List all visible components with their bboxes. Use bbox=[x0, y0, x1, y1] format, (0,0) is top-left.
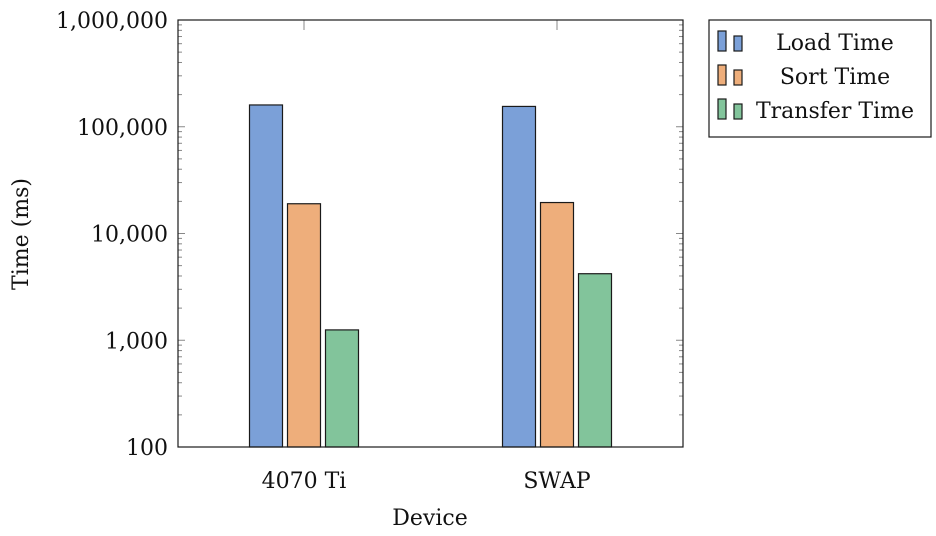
legend-swatch-bar bbox=[733, 35, 743, 52]
x-tick-label: 4070 Ti bbox=[262, 469, 347, 494]
bar-series-group bbox=[248, 104, 613, 448]
y-tick-label: 1,000 bbox=[105, 329, 168, 354]
axis-ticks bbox=[178, 20, 683, 448]
plot-frame bbox=[177, 19, 684, 448]
x-axis-tick-labels: 4070 Ti SWAP bbox=[262, 469, 591, 494]
bar-load-time-swap bbox=[501, 105, 537, 448]
bar-sort-time-4070-ti bbox=[286, 203, 322, 448]
legend-label: Load Time bbox=[776, 31, 894, 56]
y-tick-label: 100 bbox=[126, 436, 168, 461]
bar-transfer-time-swap bbox=[577, 273, 613, 448]
bar-load-time-4070-ti bbox=[248, 104, 284, 448]
bar-transfer-time-4070-ti bbox=[324, 329, 360, 448]
legend-swatch-bar bbox=[733, 103, 743, 120]
y-tick-label: 100,000 bbox=[77, 116, 168, 141]
bar-sort-time-swap bbox=[539, 201, 575, 448]
x-axis-title: Device bbox=[392, 506, 467, 531]
legend-swatch-bar bbox=[717, 98, 727, 120]
y-tick-label: 10,000 bbox=[91, 223, 168, 248]
y-tick-label: 1,000,000 bbox=[56, 9, 168, 34]
legend-swatch-bar bbox=[717, 64, 727, 86]
legend-swatch-bar bbox=[717, 30, 727, 52]
legend-label: Sort Time bbox=[780, 65, 890, 90]
legend-label: Transfer Time bbox=[756, 99, 914, 124]
legend-swatch-bar bbox=[733, 69, 743, 86]
x-tick-label: SWAP bbox=[523, 469, 590, 494]
y-axis-title: Time (ms) bbox=[9, 178, 34, 290]
legend: Load Time Sort Time Transfer Time bbox=[708, 19, 932, 138]
y-axis-tick-labels: 100 1,000 10,000 100,000 1,000,000 bbox=[56, 9, 168, 461]
legend-box bbox=[708, 19, 932, 138]
